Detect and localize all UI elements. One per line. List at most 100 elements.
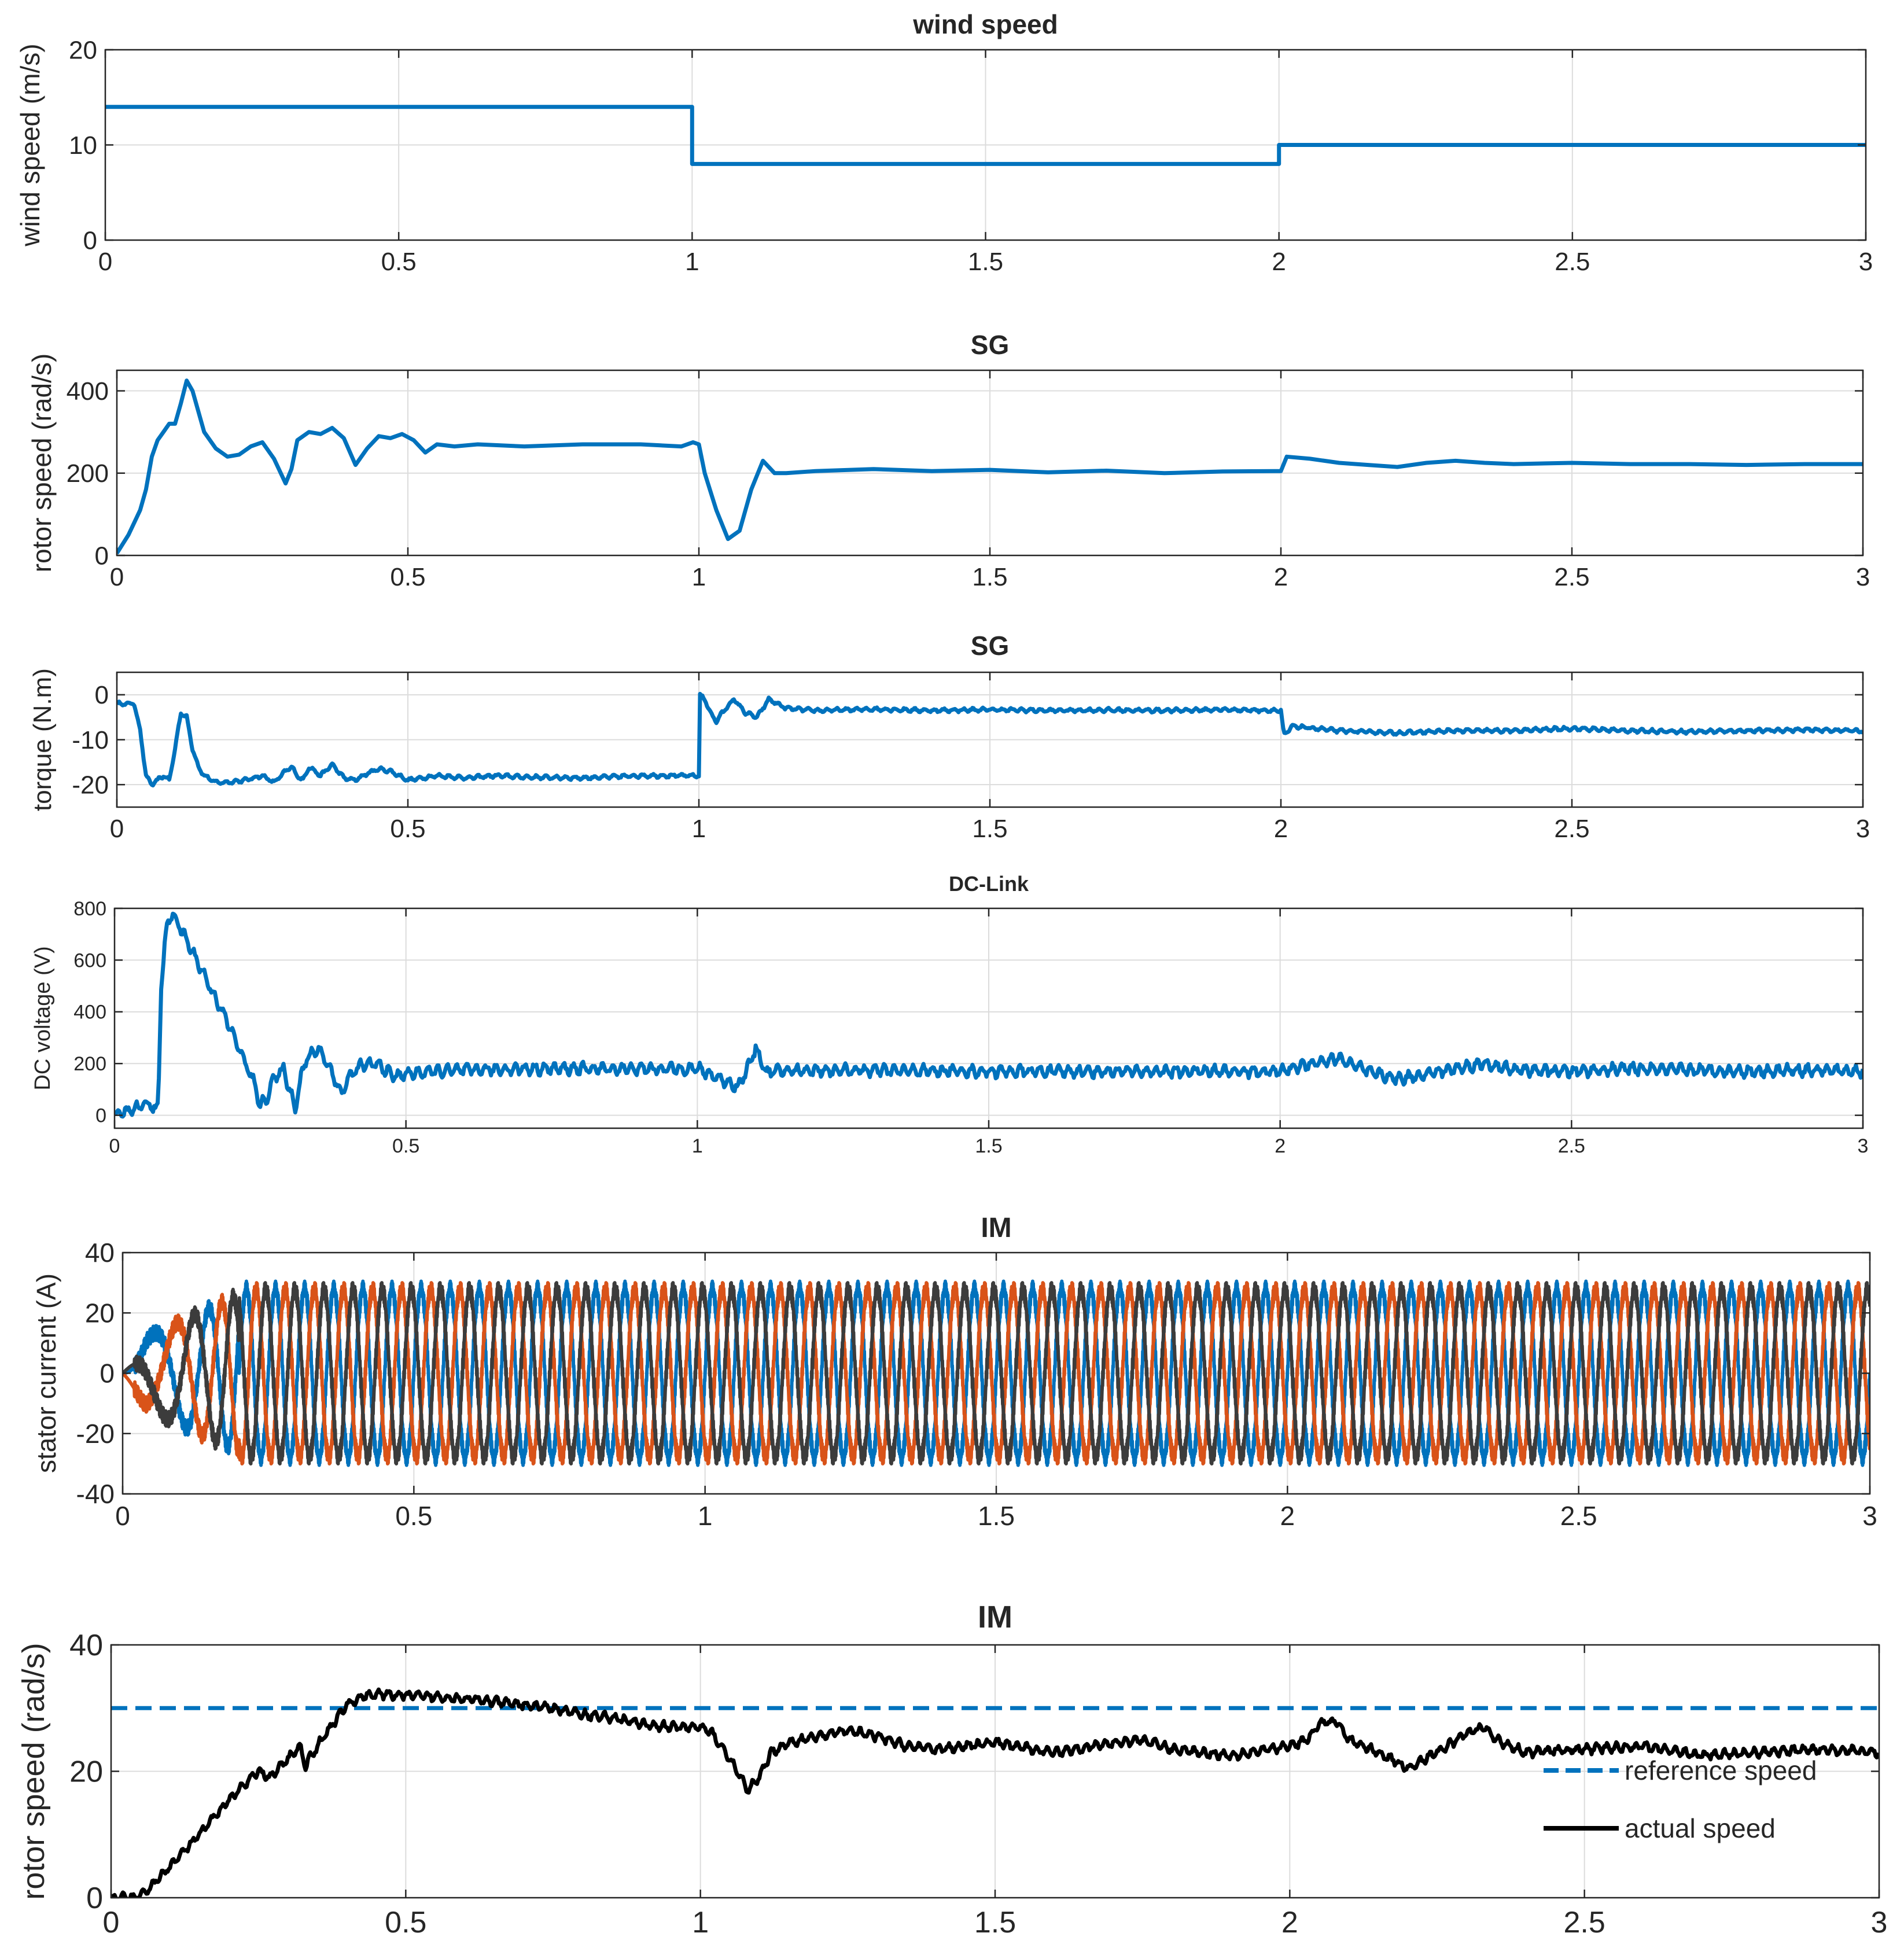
x-tick-label: 1 xyxy=(698,1501,713,1531)
x-tick-label: 1 xyxy=(692,563,706,591)
y-tick-label: 20 xyxy=(69,36,97,64)
series-group xyxy=(117,378,1863,555)
subplot-6: 0 0.5 1 1.5 2 2.5 3 0 20 40 IM rotor speed (rad/s) r… xyxy=(16,1600,1887,1939)
y-axis-label: stator current (A) xyxy=(31,1273,61,1473)
y-tick-label: 800 xyxy=(73,898,106,920)
x-tick-label: 3 xyxy=(1871,1906,1888,1939)
x-tick-label: 1.5 xyxy=(974,1906,1016,1939)
y-tick-label: 0 xyxy=(83,226,97,255)
series-group xyxy=(115,911,1863,1119)
y-tick-label: -40 xyxy=(76,1479,115,1509)
series-group xyxy=(117,691,1863,787)
y-tick-label: -20 xyxy=(76,1419,115,1449)
x-tick-label: 0 xyxy=(115,1501,130,1531)
x-tick-label: 2.5 xyxy=(1554,815,1589,843)
x-tick-label: 0.5 xyxy=(395,1501,432,1531)
y-tick-label: 600 xyxy=(73,949,106,971)
x-tick-label: 1 xyxy=(685,248,699,276)
y-tick-label: 400 xyxy=(73,1002,106,1023)
y-tick-label: 200 xyxy=(73,1053,106,1075)
y-axis-label: DC voltage (V) xyxy=(31,946,55,1090)
x-tick-label: 0 xyxy=(98,248,112,276)
chart-title: SG xyxy=(971,330,1009,360)
x-tick-label: 0.5 xyxy=(392,1135,419,1157)
x-tick-label: 1.5 xyxy=(978,1501,1015,1531)
y-tick-label: 20 xyxy=(69,1755,103,1789)
y-tick-label: 200 xyxy=(67,459,109,488)
y-tick-label: 400 xyxy=(67,377,109,406)
x-tick-label: 2 xyxy=(1275,1135,1286,1157)
x-tick-label: 2.5 xyxy=(1560,1501,1597,1531)
x-tick-label: 0.5 xyxy=(385,1906,426,1939)
y-tick-label: 0 xyxy=(100,1358,115,1389)
y-axis-label: rotor speed (rad/s) xyxy=(27,354,57,572)
y-tick-label: 40 xyxy=(85,1238,115,1268)
series-group xyxy=(111,1687,1879,1898)
x-tick-label: 1 xyxy=(692,815,706,843)
chart-title: wind speed xyxy=(912,9,1058,39)
x-tick-label: 0 xyxy=(103,1906,120,1939)
x-tick-label: 2 xyxy=(1272,248,1286,276)
legend: reference speed actual speed xyxy=(1544,1755,1817,1843)
subplot-5: 0 0.5 1 1.5 2 2.5 3 -40 -20 0 20 40 IM stator current… xyxy=(31,1213,1877,1531)
series-group xyxy=(105,105,1866,166)
x-tick-label: 3 xyxy=(1859,248,1873,276)
series-group xyxy=(123,1279,1870,1467)
subplot-4: 0 0.5 1 1.5 2 2.5 3 0 200 400 600 800 DC-Link DC volt… xyxy=(31,872,1868,1157)
series-line-dc-voltage xyxy=(115,911,1863,1119)
legend-label: actual speed xyxy=(1625,1813,1776,1843)
chart-title: SG xyxy=(971,631,1009,661)
chart-title: IM xyxy=(978,1600,1012,1634)
x-tick-label: 2.5 xyxy=(1554,563,1589,591)
subplot-1: 0 0.5 1 1.5 2 2.5 3 0 10 20 wind speed wind speed (… xyxy=(15,9,1873,276)
x-tick-label: 2.5 xyxy=(1558,1135,1585,1157)
x-tick-label: 1 xyxy=(692,1135,703,1157)
y-tick-label: 0 xyxy=(95,1105,106,1127)
y-tick-label: 0 xyxy=(95,681,109,709)
series-line-phase-b xyxy=(123,1281,1870,1466)
y-tick-label: -10 xyxy=(72,726,109,754)
x-tick-label: 2 xyxy=(1280,1501,1295,1531)
x-tick-label: 2.5 xyxy=(1564,1906,1605,1939)
subplot-3: 0 0.5 1 1.5 2 2.5 3 -20 -10 0 SG torque (N.m) xyxy=(28,631,1870,843)
x-tick-label: 2 xyxy=(1274,563,1288,591)
x-tick-label: 3 xyxy=(1858,1135,1869,1157)
x-tick-label: 1.5 xyxy=(975,1135,1002,1157)
x-tick-label: 1 xyxy=(692,1906,709,1939)
y-tick-label: 40 xyxy=(69,1629,103,1662)
series-line-sg-torque xyxy=(117,691,1863,787)
series-line-phase-c xyxy=(123,1281,1870,1466)
x-tick-label: 2 xyxy=(1281,1906,1298,1939)
series-line-sg-rotor-speed xyxy=(117,378,1863,555)
x-tick-label: 0.5 xyxy=(390,815,425,843)
x-tick-label: 0.5 xyxy=(381,248,417,276)
legend-label: reference speed xyxy=(1625,1755,1817,1785)
y-tick-label: 0 xyxy=(86,1882,103,1915)
y-axis-label: rotor speed (rad/s) xyxy=(16,1643,51,1899)
chart-title: DC-Link xyxy=(949,872,1029,896)
y-axis-label: torque (N.m) xyxy=(28,668,57,811)
x-tick-label: 3 xyxy=(1856,563,1870,591)
chart-title: IM xyxy=(981,1213,1011,1243)
series-line-wind-speed xyxy=(105,105,1866,166)
series-line-phase-a xyxy=(123,1279,1870,1467)
x-tick-label: 3 xyxy=(1856,815,1870,843)
x-tick-label: 0 xyxy=(110,563,124,591)
x-tick-label: 2 xyxy=(1274,815,1288,843)
x-tick-label: 1.5 xyxy=(968,248,1003,276)
y-tick-label: -20 xyxy=(72,771,109,800)
x-tick-label: 0 xyxy=(109,1135,120,1157)
y-axis-label: wind speed (m/s) xyxy=(15,43,45,246)
x-tick-label: 1.5 xyxy=(972,815,1007,843)
series-line-actual-speed xyxy=(111,1687,1879,1898)
y-tick-label: 20 xyxy=(85,1298,115,1328)
x-tick-label: 0.5 xyxy=(390,563,425,591)
x-tick-label: 1.5 xyxy=(972,563,1007,591)
y-tick-label: 0 xyxy=(95,542,109,570)
x-tick-label: 2.5 xyxy=(1555,248,1590,276)
subplot-2: 0 0.5 1 1.5 2 2.5 3 0 200 400 SG rotor speed (rad/s… xyxy=(27,330,1870,591)
y-tick-label: 10 xyxy=(69,131,97,160)
x-tick-label: 0 xyxy=(110,815,124,843)
x-tick-label: 3 xyxy=(1862,1501,1877,1531)
